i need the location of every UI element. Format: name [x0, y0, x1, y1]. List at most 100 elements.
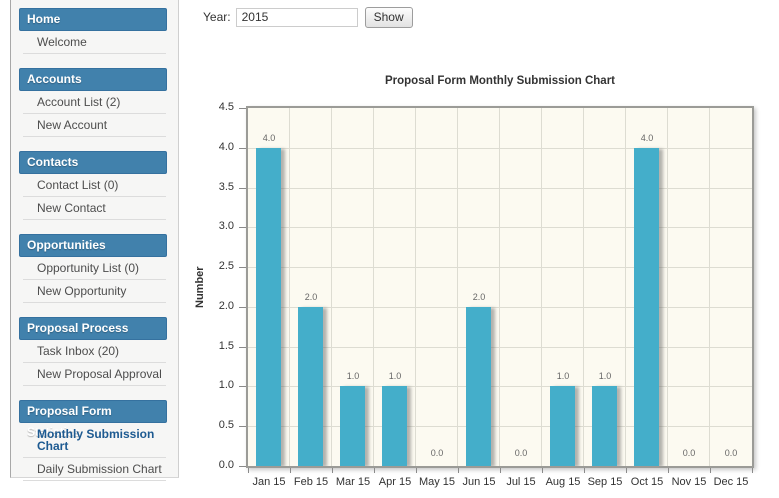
- sidebar-item-daily-submission-chart[interactable]: Daily Submission Chart: [23, 458, 166, 481]
- y-tick-label: 4.5: [218, 101, 234, 113]
- bar-aug-15: [550, 386, 575, 466]
- y-tick-label: 4.0: [218, 140, 234, 153]
- vertical-gridline: [331, 108, 332, 466]
- bar-feb-15: [298, 307, 323, 466]
- sidebar-item-task-inbox[interactable]: Task Inbox (20): [23, 340, 166, 363]
- horizontal-gridline: [248, 147, 752, 149]
- bar-value-label: 1.0: [556, 371, 570, 381]
- y-tick-label: 0.5: [218, 419, 234, 432]
- chart-column: 0.0: [500, 108, 542, 466]
- y-tick-label: 3.5: [218, 180, 234, 193]
- main-content: Year: Show Proposal Form Monthly Submiss…: [179, 0, 779, 498]
- sidebar-item-welcome[interactable]: Welcome: [23, 31, 166, 54]
- show-button[interactable]: Show: [364, 6, 413, 28]
- x-tick-label: Mar 15: [335, 476, 371, 488]
- y-tick-mark: [239, 227, 246, 229]
- bar-value-label: 0.0: [430, 448, 444, 458]
- year-input[interactable]: [235, 7, 358, 27]
- bar-apr-15: [382, 386, 407, 466]
- vertical-gridline: [625, 108, 626, 466]
- sidebar-item-new-contact[interactable]: New Contact: [23, 197, 166, 220]
- x-tick-mark: [416, 468, 417, 473]
- vertical-gridline: [415, 108, 416, 466]
- y-tick-mark: [239, 306, 246, 308]
- horizontal-gridline: [248, 306, 752, 308]
- sidebar-section-proposal-process: Proposal Process: [19, 317, 167, 340]
- y-tick-mark: [239, 267, 246, 269]
- sidebar-section-home: Home: [19, 8, 167, 31]
- horizontal-gridline: [248, 187, 752, 189]
- chart-column: 1.0: [542, 108, 584, 466]
- y-tick-label: 3.0: [218, 220, 234, 233]
- x-tick-mark: [710, 468, 711, 473]
- horizontal-gridline: [248, 346, 752, 348]
- vertical-gridline: [373, 108, 374, 466]
- bar-value-label: 0.0: [514, 448, 528, 458]
- x-tick-label: Dec 15: [713, 476, 749, 488]
- x-tick-mark: [668, 468, 669, 473]
- vertical-gridline: [289, 108, 290, 466]
- bar-value-label: 1.0: [388, 371, 402, 381]
- y-tick-mark: [239, 386, 246, 388]
- sidebar-item-contact-list[interactable]: Contact List (0): [23, 174, 166, 197]
- chart-column: 2.0: [458, 108, 500, 466]
- chart-column: 0.0: [710, 108, 752, 466]
- bar-value-label: 4.0: [640, 133, 654, 143]
- bar-value-label: 2.0: [472, 292, 486, 302]
- vertical-gridline: [499, 108, 500, 466]
- y-tick-mark: [239, 187, 246, 189]
- sidebar-section-opportunities: Opportunities: [19, 234, 167, 257]
- x-tick-mark: [248, 468, 249, 473]
- chart-column: 0.0: [668, 108, 710, 466]
- x-tick-mark: [542, 468, 543, 473]
- x-tick-mark: [584, 468, 585, 473]
- x-tick-label: Jul 15: [506, 476, 536, 488]
- sidebar-item-monthly-submission-chart[interactable]: Monthly Submission Chart: [23, 423, 166, 458]
- chart-column: 2.0: [290, 108, 332, 466]
- bar-jan-15: [256, 148, 281, 466]
- vertical-gridline: [583, 108, 584, 466]
- sidebar: Home Welcome Accounts Account List (2) N…: [10, 0, 179, 481]
- y-tick-label: 1.5: [218, 339, 234, 352]
- y-tick-label: 2.0: [218, 299, 234, 312]
- chart-title: Proposal Form Monthly Submission Chart: [384, 75, 616, 87]
- plot-area: 4.0 2.0 1.0 1.0 0.0 2.0 0.0 1.0 1.0 4.0 0.0 0.0: [246, 106, 754, 468]
- x-tick-mark: [626, 468, 627, 473]
- sidebar-item-account-list[interactable]: Account List (2): [23, 91, 166, 114]
- y-tick-mark: [239, 346, 246, 348]
- x-tick-label: Nov 15: [671, 476, 707, 488]
- vertical-gridline: [667, 108, 668, 466]
- horizontal-gridline: [248, 426, 752, 428]
- vertical-gridline: [541, 108, 542, 466]
- x-tick-label: Oct 15: [630, 476, 664, 488]
- y-tick-label: 1.0: [218, 379, 234, 392]
- x-tick-label: Aug 15: [545, 476, 581, 488]
- submission-chart: Proposal Form Monthly Submission Chart N…: [180, 70, 778, 498]
- plot-grid: 4.0 2.0 1.0 1.0 0.0 2.0 0.0 1.0 1.0 4.0 0.0 0.0: [248, 108, 752, 466]
- sidebar-item-new-account[interactable]: New Account: [23, 114, 166, 137]
- y-tick-label: 2.5: [218, 260, 234, 273]
- bar-sep-15: [592, 386, 617, 466]
- y-tick-mark: [239, 426, 246, 428]
- bar-oct-15: [634, 148, 659, 466]
- sidebar-section-proposal-form-statistics: Proposal Form Statistics: [19, 400, 167, 439]
- sidebar-section-contacts: Contacts: [19, 151, 167, 174]
- x-tick-mark: [752, 468, 753, 473]
- bar-value-label: 1.0: [346, 371, 360, 381]
- bar-value-label: 0.0: [682, 448, 696, 458]
- x-tick-mark: [500, 468, 501, 473]
- x-tick-mark: [374, 468, 375, 473]
- sidebar-item-new-opportunity[interactable]: New Opportunity: [23, 280, 166, 303]
- bar-value-label: 4.0: [262, 133, 276, 143]
- x-tick-mark: [332, 468, 333, 473]
- horizontal-gridline: [248, 267, 752, 269]
- year-label: Year:: [203, 10, 231, 24]
- sidebar-item-opportunity-list[interactable]: Opportunity List (0): [23, 257, 166, 280]
- x-tick-label: Feb 15: [293, 476, 329, 488]
- vertical-gridline: [709, 108, 710, 466]
- x-tick-label: Apr 15: [378, 476, 412, 488]
- sidebar-item-new-proposal-approval[interactable]: New Proposal Approval: [23, 363, 166, 386]
- bar-mar-15: [340, 386, 365, 466]
- year-filter-form: Year: Show: [203, 6, 413, 28]
- x-tick-label: Jan 15: [252, 476, 286, 488]
